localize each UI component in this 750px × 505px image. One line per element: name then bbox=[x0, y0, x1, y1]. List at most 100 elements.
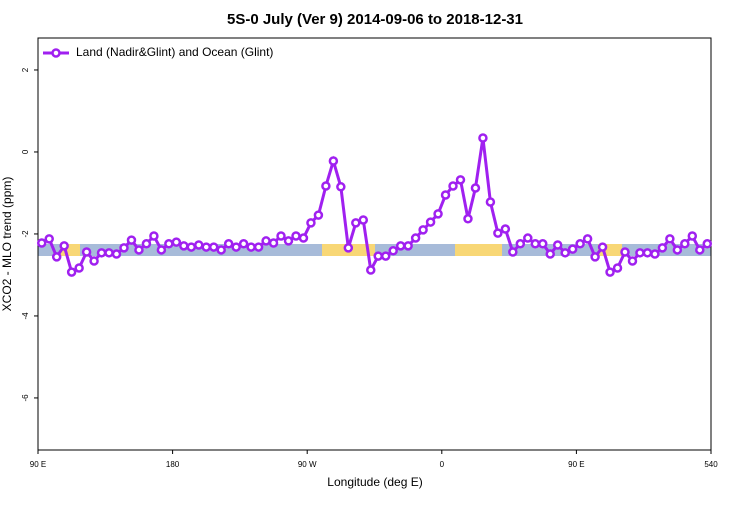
data-point bbox=[448, 181, 458, 191]
data-point bbox=[179, 241, 189, 251]
data-point bbox=[627, 256, 638, 266]
legend-marker bbox=[51, 48, 61, 58]
data-point bbox=[612, 263, 623, 273]
data-point bbox=[418, 225, 428, 235]
data-point bbox=[590, 252, 600, 262]
data-point bbox=[164, 239, 174, 249]
data-point bbox=[358, 215, 369, 225]
data-point bbox=[530, 239, 541, 249]
data-point bbox=[306, 218, 316, 228]
data-point bbox=[194, 240, 204, 250]
data-point bbox=[149, 231, 159, 241]
data-point bbox=[134, 245, 144, 255]
data-point bbox=[373, 251, 383, 261]
data-point bbox=[59, 241, 69, 251]
data-point bbox=[201, 242, 211, 252]
data-point bbox=[44, 234, 54, 244]
data-point bbox=[410, 233, 421, 243]
y-tick-label: -2 bbox=[21, 230, 30, 238]
data-point bbox=[366, 265, 376, 275]
data-point bbox=[523, 233, 533, 243]
data-point bbox=[156, 245, 167, 255]
data-point bbox=[141, 239, 152, 249]
x-tick-label: 90 E bbox=[30, 460, 46, 469]
y-tick-label: 0 bbox=[21, 149, 30, 154]
data-point bbox=[321, 181, 331, 191]
data-point bbox=[208, 242, 219, 252]
data-point bbox=[313, 210, 324, 220]
data-point bbox=[605, 267, 615, 277]
data-point bbox=[620, 247, 630, 257]
x-axis-label: Longitude (deg E) bbox=[327, 475, 422, 489]
data-point bbox=[119, 243, 129, 253]
y-tick-label: 2 bbox=[21, 67, 30, 72]
data-point bbox=[96, 248, 107, 258]
data-point bbox=[642, 248, 653, 258]
data-point bbox=[343, 243, 354, 253]
data-point bbox=[283, 236, 294, 246]
data-point bbox=[395, 241, 406, 251]
data-point bbox=[223, 239, 234, 249]
data-point bbox=[567, 244, 578, 254]
data-point bbox=[635, 248, 645, 258]
data-point bbox=[276, 231, 286, 241]
surface-band-land bbox=[455, 244, 502, 256]
legend-label: Land (Nadir&Glint) and Ocean (Glint) bbox=[76, 45, 273, 59]
data-point bbox=[238, 239, 249, 249]
x-tick-label: 0 bbox=[440, 460, 445, 469]
data-point bbox=[440, 190, 451, 200]
data-point bbox=[231, 242, 241, 252]
data-point bbox=[246, 242, 256, 252]
data-point bbox=[702, 239, 713, 249]
data-point bbox=[261, 236, 271, 246]
data-point bbox=[328, 156, 339, 166]
data-point bbox=[508, 247, 518, 257]
data-point bbox=[560, 248, 570, 258]
data-point bbox=[657, 243, 668, 253]
data-point bbox=[51, 252, 62, 262]
data-point bbox=[403, 241, 413, 251]
data-point bbox=[298, 233, 309, 243]
data-point bbox=[81, 247, 92, 257]
data-point bbox=[336, 182, 346, 192]
data-point bbox=[380, 251, 391, 261]
data-point bbox=[171, 237, 182, 247]
data-point bbox=[126, 235, 137, 245]
data-point bbox=[500, 224, 511, 234]
data-point bbox=[552, 240, 563, 250]
data-point bbox=[695, 245, 705, 255]
data-point bbox=[253, 242, 264, 252]
x-tick-label: 180 bbox=[166, 460, 180, 469]
data-point bbox=[463, 214, 473, 224]
data-point bbox=[493, 228, 503, 238]
data-point bbox=[433, 209, 443, 219]
data-point bbox=[89, 256, 99, 266]
data-point bbox=[478, 133, 488, 143]
y-tick-label: -6 bbox=[21, 394, 30, 402]
data-point bbox=[597, 242, 608, 252]
chart-title: 5S-0 July (Ver 9) 2014-09-06 to 2018-12-… bbox=[227, 11, 523, 28]
y-tick-label: -4 bbox=[21, 312, 30, 320]
x-tick-label: 90 E bbox=[568, 460, 584, 469]
x-tick-label: 90 W bbox=[298, 460, 317, 469]
data-point bbox=[111, 249, 122, 259]
x-tick-label: 540 bbox=[704, 460, 718, 469]
data-point bbox=[545, 249, 555, 259]
data-point bbox=[672, 245, 683, 255]
data-point bbox=[470, 183, 481, 193]
data-point bbox=[665, 234, 675, 244]
data-point bbox=[36, 238, 47, 248]
data-point bbox=[104, 248, 114, 258]
data-point bbox=[425, 217, 436, 227]
data-point bbox=[650, 249, 660, 259]
data-point bbox=[388, 246, 398, 256]
data-point bbox=[455, 175, 466, 185]
data-point bbox=[66, 267, 77, 277]
data-point bbox=[687, 231, 698, 241]
data-point bbox=[186, 242, 197, 252]
data-point bbox=[538, 239, 548, 249]
data-point bbox=[216, 245, 226, 255]
data-point bbox=[515, 239, 526, 249]
data-point bbox=[582, 234, 593, 244]
data-point bbox=[74, 263, 84, 273]
